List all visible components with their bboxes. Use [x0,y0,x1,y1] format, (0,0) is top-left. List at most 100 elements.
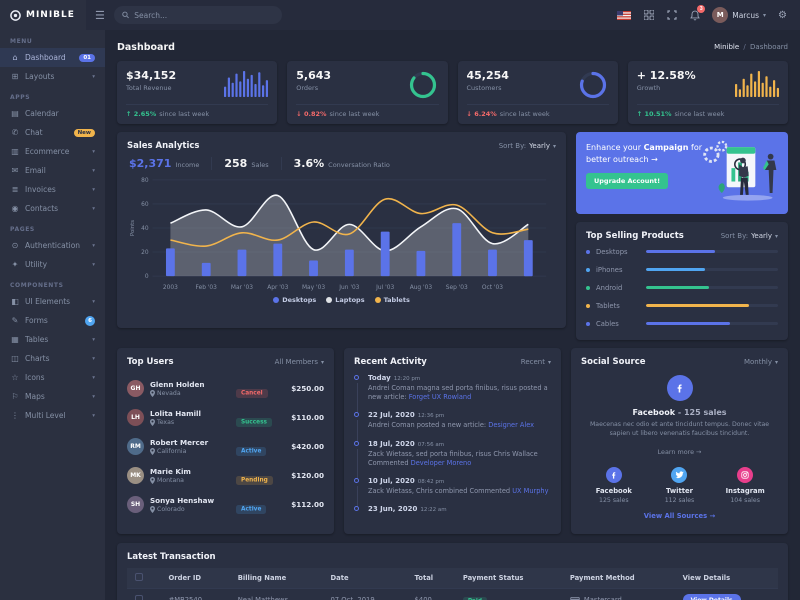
upgrade-account-button[interactable]: Upgrade Account! [586,173,669,190]
sidebar-section-label: PAGES [10,226,35,233]
sales-analytics-chart: 0 20 40 60 80 2003 Feb '03 Mar '03 Apr '03 May '0… [130,178,547,291]
sidebar-item-ui-elements[interactable]: ◧ UI Elements ▾ [0,292,105,311]
user-row[interactable]: MK Marie Kim Montana Pending $120.00 [127,461,324,490]
sidebar-badge: 6 [85,315,95,326]
sidebar-badge: New [73,128,95,137]
sidebar-item-ecommerce[interactable]: ▥ Ecommerce ▾ [0,142,105,161]
activity-link[interactable]: Forget UX Rowland [408,393,472,402]
sidebar-item-tables[interactable]: ▦ Tables ▾ [0,330,105,349]
sidebar-item-dashboard[interactable]: ⌂ Dashboard 01 [0,48,105,67]
user-row[interactable]: RM Robert Mercer California Active $420.00 [127,432,324,461]
activity-link[interactable]: Designer Alex [488,421,535,430]
avatar: MK [127,467,144,484]
user-row[interactable]: SH Sonya Henshaw Colorado Active $112.00 [127,490,324,519]
stat-value: + 12.58% [636,69,696,82]
sidebar-item-email[interactable]: ✉ Email ▾ [0,161,105,180]
stat-delta-note: since last week [674,110,725,118]
search-box [113,6,282,24]
stat-ring [563,69,609,99]
ecommerce-icon: ▥ [11,147,19,156]
sidebar-item-maps[interactable]: ⚐ Maps ▾ [0,387,105,406]
sidebar-item-icons[interactable]: ☆ Icons ▾ [0,368,105,387]
chevron-down-icon: ▾ [92,393,95,400]
sidebar-item-utility[interactable]: ✦ Utility ▾ [0,255,105,274]
sidebar-item-layouts[interactable]: ⊞ Layouts ▾ [0,67,105,86]
stat-card: $34,152 Total Revenue ↑ 2.65% since last we… [117,61,278,124]
user-location: Montana [150,477,230,484]
activity-link[interactable]: UX Murphy [512,487,549,496]
sidebar-item-multi-level[interactable]: ⋮ Multi Level ▾ [0,406,105,425]
sales-substat: 3.6% Conversation Ratio [280,157,402,170]
activity-date: 23 Jun, 2020 12:22 am [368,505,447,514]
table-header-cell: View Details [682,574,731,582]
social-source-twitter[interactable]: Twitter 112 sales [647,466,713,504]
social-source-name: Twitter [666,486,693,495]
row-checkbox[interactable] [135,595,143,600]
breadcrumb-current: Dashboard [750,43,788,51]
view-all-sources-link[interactable]: View All Sources → [643,511,716,520]
sidebar-item-label: Icons [25,373,45,382]
sidebar-item-chat[interactable]: ✆ Chat New [0,123,105,142]
sort-by-dropdown[interactable]: Sort By: Yearly ▾ [498,142,556,150]
user-row[interactable]: LH Lolita Hamill Texas Success $110.00 [127,403,324,432]
learn-more-link[interactable]: Learn more → [657,447,702,456]
latest-transaction-title: Latest Transaction [127,552,216,562]
settings-button[interactable]: ⚙ [775,7,790,24]
notifications-button[interactable]: 3 [687,4,706,24]
user-menu[interactable]: M Marcus ▾ [710,7,768,23]
all-members-dropdown[interactable]: All Members ▾ [274,358,324,366]
sales-substat: $2,371 Income [127,157,211,170]
product-row: Cables [586,316,778,331]
charts-icon: ◫ [11,354,19,363]
chevron-down-icon: ▾ [774,232,778,240]
chevron-down-icon: ▾ [774,358,778,366]
sidebar-item-contacts[interactable]: ◉ Contacts ▾ [0,199,105,218]
sidebar-item-calendar[interactable]: ▤ Calendar [0,104,105,123]
legend-item-desktops[interactable]: Desktops [273,296,316,304]
search-input[interactable] [134,10,274,20]
stat-delta: ↓ 6.24% [466,110,497,118]
page-header: Dashboard Minible / Dashboard [117,40,788,54]
latest-transaction-card: Latest Transaction Order ID Billing Name D… [117,543,788,600]
ui-elements-icon: ◧ [11,297,19,306]
recent-dropdown[interactable]: Recent ▾ [520,358,551,366]
breadcrumb-link[interactable]: Minible [714,43,740,51]
gear-icon: ⚙ [778,9,787,21]
view-details-button[interactable]: View Details [682,594,741,600]
activity-link[interactable]: Developer Moreno [410,458,472,467]
legend-item-tablets[interactable]: Tablets [374,296,410,304]
apps-grid-button[interactable] [641,7,657,23]
top-selling-title: Top Selling Products [586,231,684,241]
sidebar-item-charts[interactable]: ◫ Charts ▾ [0,349,105,368]
user-row[interactable]: GH Glenn Holden Nevada Cancel $250.00 [127,374,324,403]
icons-icon: ☆ [11,373,19,382]
activity-item: 23 Jun, 2020 12:22 am [354,505,551,522]
top-users-card: Top Users All Members ▾ GH Glenn Holden Ne… [117,348,334,534]
legend-item-laptops[interactable]: Laptops [326,296,365,304]
chevron-down-icon: ▾ [92,336,95,343]
recent-activity-card: Recent Activity Recent ▾ Today 12:20 pm An… [344,348,561,534]
brand-logo[interactable]: MINIBLE [0,0,86,30]
chevron-down-icon: ▾ [320,358,324,366]
sales-analytics-title: Sales Analytics [127,141,200,151]
stat-delta-note: since last week [329,110,380,118]
sidebar-item-authentication[interactable]: ⊙ Authentication ▾ [0,236,105,255]
sidebar-badge: 01 [79,53,95,62]
sidebar-item-forms[interactable]: ✎ Forms 6 [0,311,105,330]
social-source-instagram[interactable]: Instagram 104 sales [712,466,778,504]
hamburger-button[interactable]: ☰ [86,9,114,22]
fullscreen-button[interactable] [664,7,680,23]
maps-icon: ⚐ [11,392,19,401]
social-sources: Facebook 125 sales Twitter 112 sales Instagr… [581,466,778,504]
language-button[interactable] [614,8,634,23]
social-source-facebook[interactable]: Facebook 125 sales [581,466,647,504]
sidebar-item-invoices[interactable]: ≣ Invoices ▾ [0,180,105,199]
stat-label: Orders [296,84,319,92]
user-amount: $420.00 [291,442,324,451]
product-name: Cables [596,319,619,328]
select-all-checkbox[interactable] [135,573,143,581]
layouts-icon: ⊞ [11,72,19,81]
sort-by-dropdown[interactable]: Sort By: Yearly ▾ [720,232,778,240]
monthly-dropdown[interactable]: Monthly ▾ [743,358,778,366]
payment-status-badge: Paid [462,596,487,600]
